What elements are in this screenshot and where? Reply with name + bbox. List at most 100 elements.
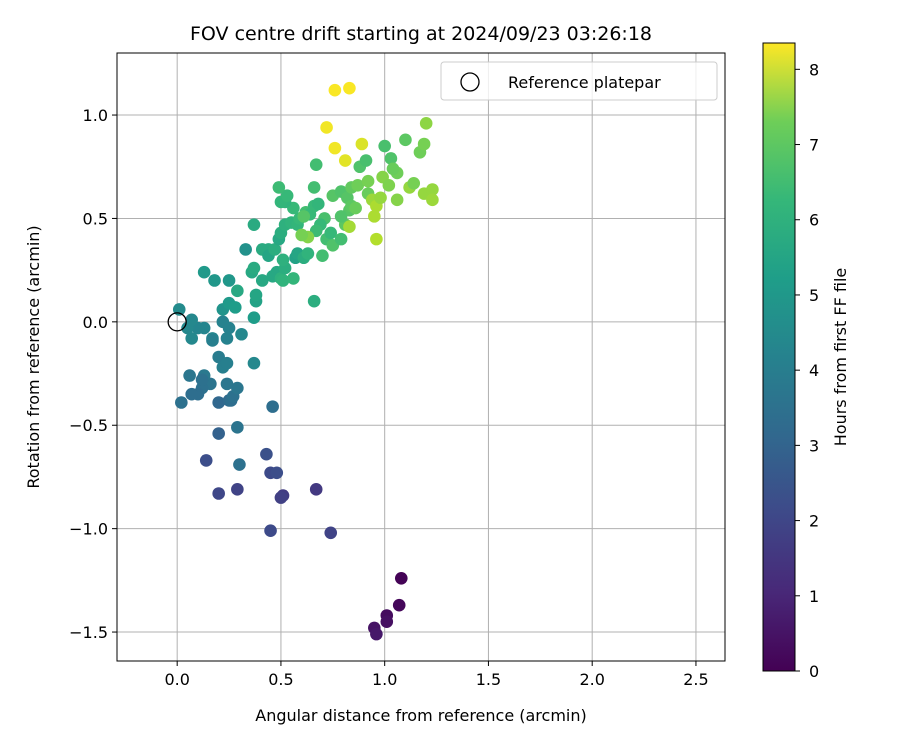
data-point — [378, 139, 391, 153]
data-point — [386, 162, 400, 176]
y-tick-label: 0.0 — [83, 313, 108, 332]
y-tick-label: −1.0 — [69, 520, 108, 539]
grid-lines — [117, 53, 725, 661]
legend-marker — [460, 72, 480, 92]
data-point — [311, 197, 325, 211]
x-tick-label: 2.0 — [579, 670, 604, 689]
data-point — [368, 210, 381, 223]
data-point — [239, 243, 252, 256]
data-point — [343, 220, 356, 234]
data-point — [394, 571, 408, 585]
data-point — [255, 274, 269, 287]
reference-platepar-marker — [167, 312, 187, 332]
y-tick-label: −0.5 — [69, 416, 108, 435]
data-point — [343, 81, 356, 95]
data-point — [172, 303, 186, 316]
data-point — [426, 183, 439, 196]
data-point — [247, 311, 261, 325]
data-point — [320, 121, 333, 134]
data-point — [392, 598, 406, 612]
data-point — [216, 315, 230, 329]
data-point — [384, 152, 398, 165]
legend: Reference platepar — [440, 61, 718, 101]
data-point — [301, 247, 315, 260]
data-point — [370, 627, 383, 641]
data-point — [351, 179, 365, 192]
data-point — [399, 133, 412, 147]
y-axis-label: Rotation from reference (arcmin) — [24, 225, 43, 488]
data-point — [349, 201, 362, 215]
data-point — [276, 253, 290, 267]
data-point — [355, 137, 369, 151]
data-point — [309, 483, 323, 496]
colorbar-tick-label: 2 — [809, 512, 819, 531]
data-point — [361, 174, 375, 188]
data-point — [419, 117, 433, 130]
data-point — [370, 232, 383, 246]
data-point — [309, 158, 323, 171]
data-point — [185, 332, 199, 345]
colorbar-gradient — [762, 42, 796, 672]
data-point — [407, 176, 421, 190]
data-point — [231, 421, 244, 434]
data-point — [324, 226, 338, 240]
data-point — [220, 377, 234, 391]
colorbar-tick-label: 8 — [809, 60, 819, 79]
y-axis-ticks: −1.5 −1.0 −0.5 0.0 0.5 1.0 — [69, 106, 117, 642]
colorbar-tick-label: 1 — [809, 587, 819, 606]
data-point — [328, 141, 342, 155]
data-point — [334, 210, 348, 223]
colorbar-tick-label: 0 — [809, 662, 819, 681]
data-point — [206, 334, 219, 347]
data-point — [197, 265, 211, 279]
data-points — [172, 81, 439, 641]
x-tick-label: 2.5 — [683, 670, 708, 689]
data-point — [280, 189, 294, 202]
x-tick-label: 0.0 — [164, 670, 189, 689]
data-point — [272, 181, 286, 194]
data-point — [183, 369, 196, 382]
data-point — [417, 137, 431, 151]
colorbar-tick-label: 6 — [809, 211, 819, 230]
data-point — [270, 466, 284, 480]
data-point — [212, 427, 225, 440]
data-point — [359, 154, 373, 167]
data-point — [185, 387, 199, 401]
data-point — [233, 458, 246, 471]
data-point — [287, 272, 300, 285]
data-point — [199, 454, 213, 467]
data-point — [390, 193, 404, 207]
data-point — [382, 179, 396, 192]
data-point — [195, 373, 209, 387]
x-axis-ticks: 0.0 0.5 1.0 1.5 2.0 2.5 — [164, 661, 709, 689]
colorbar-tick-label: 5 — [809, 286, 819, 305]
data-point — [220, 332, 234, 345]
colorbar-tick-label: 7 — [809, 136, 819, 155]
data-point — [316, 249, 329, 262]
data-point — [260, 447, 273, 461]
data-point — [231, 483, 244, 496]
y-tick-label: −1.5 — [69, 623, 108, 642]
data-point — [235, 327, 248, 341]
colorbar-ticks: 0 1 2 3 4 5 6 7 8 — [795, 60, 819, 681]
legend-entry-reference-platepar: Reference platepar — [508, 73, 661, 92]
data-point — [268, 243, 282, 256]
data-point — [212, 487, 225, 500]
data-point — [307, 294, 321, 308]
data-point — [231, 284, 244, 298]
x-tick-label: 1.0 — [372, 670, 397, 689]
legend-box — [440, 61, 718, 101]
x-tick-label: 0.5 — [268, 670, 293, 689]
data-point — [266, 400, 279, 413]
plot-frame — [116, 52, 726, 662]
data-point — [247, 356, 261, 370]
y-tick-label: 1.0 — [83, 106, 108, 125]
data-point — [324, 526, 338, 540]
y-tick-label: 0.5 — [83, 209, 108, 228]
data-point — [175, 396, 188, 409]
data-point — [328, 83, 342, 97]
data-point — [247, 218, 261, 231]
data-point — [276, 274, 290, 287]
data-point — [228, 301, 242, 314]
